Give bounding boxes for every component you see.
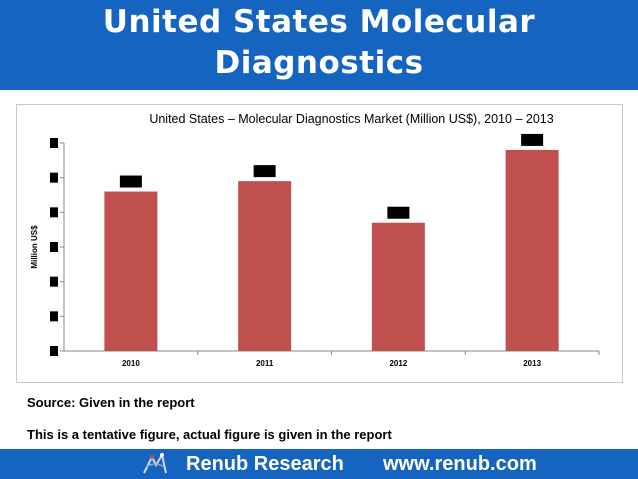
x-tick-label: 2012 — [389, 359, 407, 368]
data-label-redacted-2010 — [119, 175, 142, 188]
data-label-redacted-2012 — [387, 206, 410, 219]
chart-frame: United States – Molecular Diagnostics Ma… — [16, 104, 623, 383]
bar-2013 — [505, 149, 559, 351]
data-label-redacted-2011 — [253, 165, 276, 178]
x-tick-label: 2011 — [256, 359, 274, 368]
tentative-note: This is a tentative figure, actual figur… — [27, 427, 392, 442]
footer-banner: Renub Research www.renub.com — [0, 449, 638, 479]
source-text: Source: Given in the report — [27, 395, 195, 410]
y-tick-label-redacted — [50, 276, 58, 287]
data-label-redacted-2013 — [521, 133, 544, 146]
y-tick-label-redacted — [50, 311, 58, 322]
y-tick-label-redacted — [50, 138, 58, 148]
header-banner: United States Molecular Diagnostics Mark… — [0, 0, 638, 122]
y-tick-label-redacted — [50, 172, 58, 183]
website-link[interactable]: www.renub.com — [383, 453, 537, 475]
bar-chart: United States – Molecular Diagnostics Ma… — [30, 112, 600, 368]
y-tick-label-redacted — [50, 242, 58, 252]
bar-2012 — [371, 222, 425, 351]
chart-title: United States – Molecular Diagnostics Ma… — [149, 112, 553, 126]
x-tick-label: 2013 — [523, 359, 541, 368]
bar-2011 — [238, 181, 292, 351]
bar-2010 — [104, 191, 158, 351]
y-axis-label: Million US$ — [30, 225, 39, 269]
y-tick-label-redacted — [50, 346, 58, 356]
y-tick-label-redacted — [50, 207, 58, 218]
company-name: Renub Research — [186, 453, 344, 475]
x-tick-label: 2010 — [122, 359, 140, 368]
renub-logo-icon — [140, 449, 170, 479]
